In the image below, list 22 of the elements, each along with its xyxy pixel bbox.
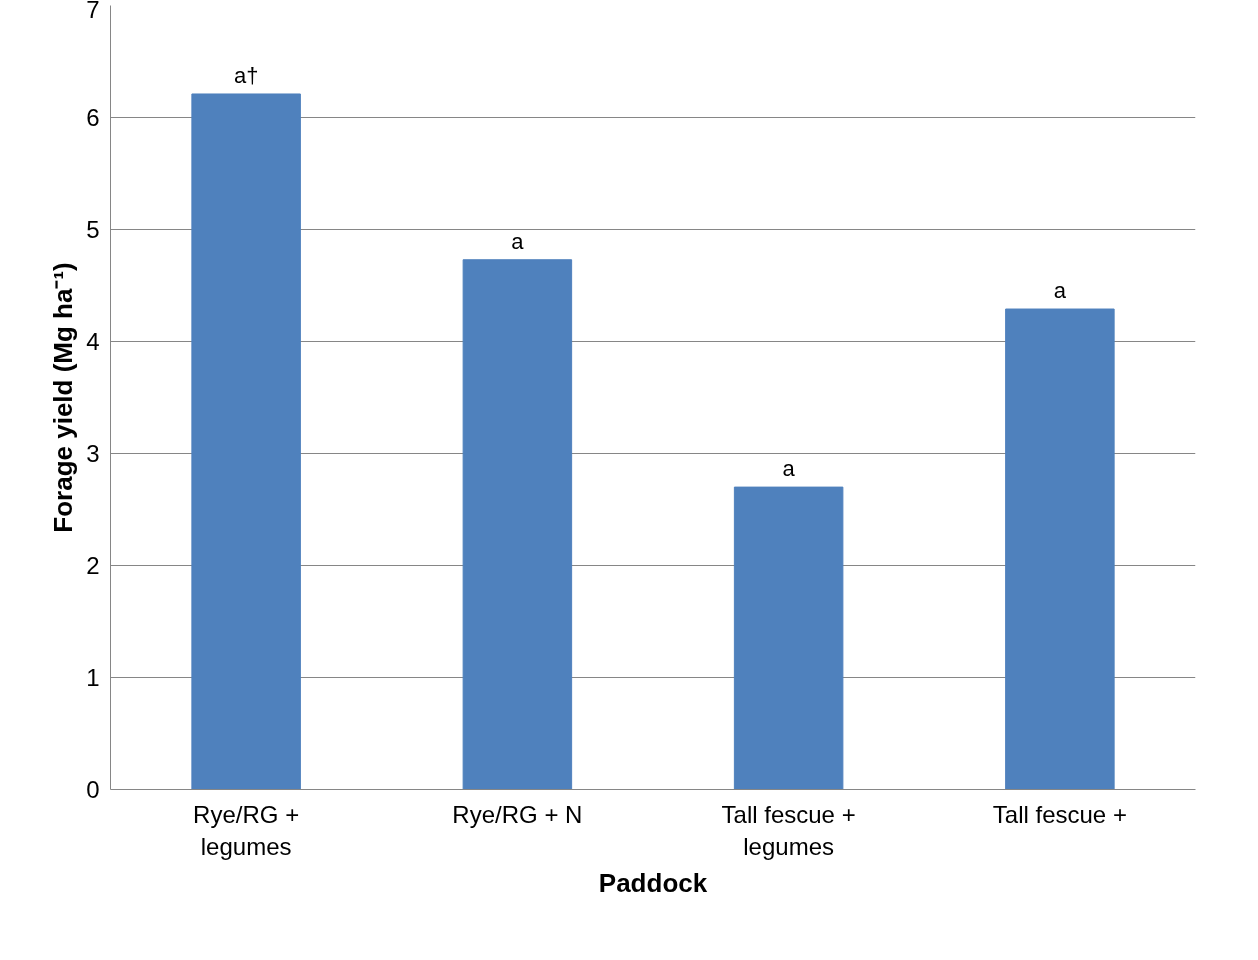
- y-axis-title: Forage yield (Mg ha⁻¹): [48, 262, 79, 533]
- y-tick-label: 4: [86, 328, 100, 355]
- bar: [191, 93, 301, 790]
- bar: [1005, 308, 1115, 790]
- bar: [733, 486, 844, 790]
- annotation: a: [1053, 278, 1067, 304]
- bar: [462, 259, 573, 790]
- x-axis-title: Paddock: [598, 867, 708, 898]
- x-tick-label: Tall fescue +: [992, 800, 1127, 828]
- annotation: a: [511, 228, 525, 254]
- x-tick-label: Rye/RG + legumes: [193, 800, 300, 860]
- y-tick-label: 2: [86, 552, 100, 579]
- y-tick-label: 3: [86, 440, 100, 467]
- y-tick-label: 7: [86, 0, 100, 23]
- x-tick-label: Tall fescue + legumes: [721, 800, 856, 860]
- y-tick-label: 1: [86, 664, 100, 691]
- annotation: a: [782, 456, 796, 482]
- y-tick-label: 5: [86, 216, 100, 243]
- annotation: a†: [233, 62, 259, 88]
- y-tick-label: 6: [86, 104, 100, 131]
- y-tick-label: 0: [86, 776, 100, 803]
- x-tick-label: Rye/RG + N: [452, 800, 583, 828]
